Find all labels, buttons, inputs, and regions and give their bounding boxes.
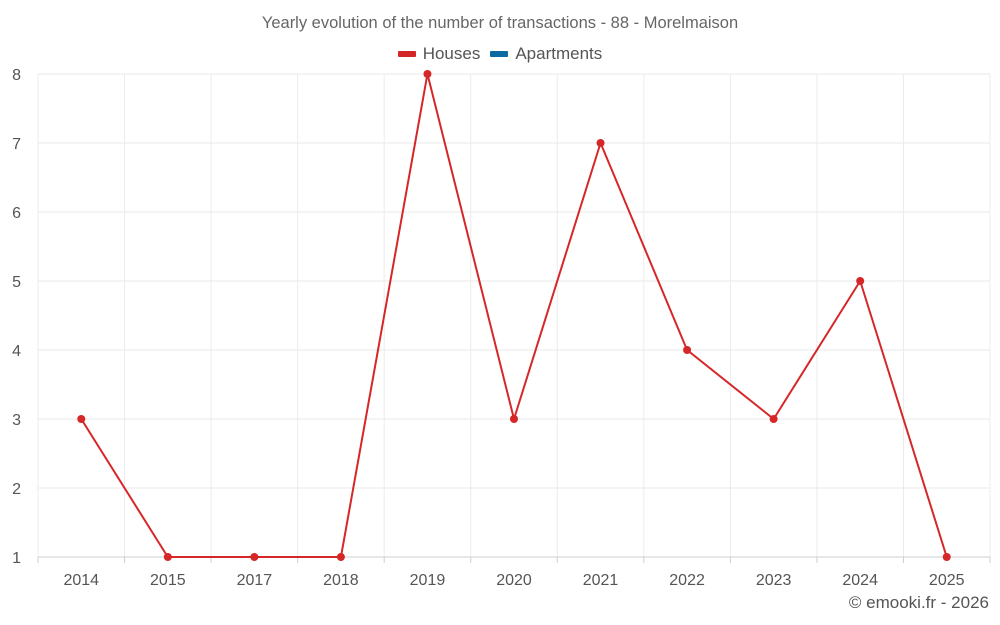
y-tick-label: 1: [12, 550, 21, 567]
x-tick-label: 2022: [669, 572, 705, 589]
x-tick-label: 2017: [237, 572, 273, 589]
x-tick-label: 2015: [150, 572, 186, 589]
y-tick-label: 3: [12, 412, 21, 429]
x-tick-label: 2025: [929, 572, 965, 589]
legend-swatch-apartments: [490, 51, 509, 57]
x-tick-label: 2018: [323, 572, 359, 589]
data-point-houses: [942, 553, 951, 561]
x-tick-label: 2024: [842, 572, 878, 589]
data-point-houses: [769, 415, 778, 423]
y-tick-label: 7: [12, 136, 21, 153]
y-tick-label: 4: [12, 343, 21, 360]
legend-label-apartments: Apartments: [515, 44, 603, 63]
x-tick-label: 2014: [63, 572, 99, 589]
legend-label-houses: Houses: [422, 44, 481, 63]
data-point-houses: [250, 553, 259, 561]
y-tick-label: 8: [12, 67, 21, 84]
copyright-credit: © emooki.fr - 2026: [848, 593, 989, 612]
y-tick-label: 6: [12, 205, 21, 222]
data-point-houses: [856, 277, 865, 285]
x-tick-label: 2020: [496, 572, 532, 589]
legend-item-houses[interactable]: Houses: [397, 44, 481, 64]
data-point-houses: [423, 70, 432, 78]
legend-item-apartments[interactable]: Apartments: [490, 44, 602, 64]
data-point-houses: [596, 139, 605, 147]
chart-title: Yearly evolution of the number of transa…: [261, 14, 739, 32]
data-point-houses: [163, 553, 172, 561]
x-tick-label: 2023: [756, 572, 792, 589]
x-tick-label: 2021: [583, 572, 619, 589]
data-point-houses: [336, 553, 345, 561]
data-point-houses: [77, 415, 86, 423]
data-point-houses: [510, 415, 518, 423]
chart-legend: Houses Apartments: [0, 44, 1000, 64]
legend-swatch-houses: [397, 51, 416, 57]
y-tick-label: 2: [12, 481, 21, 498]
y-tick-label: 5: [12, 274, 21, 291]
x-tick-label: 2019: [410, 572, 446, 589]
data-point-houses: [683, 346, 692, 354]
